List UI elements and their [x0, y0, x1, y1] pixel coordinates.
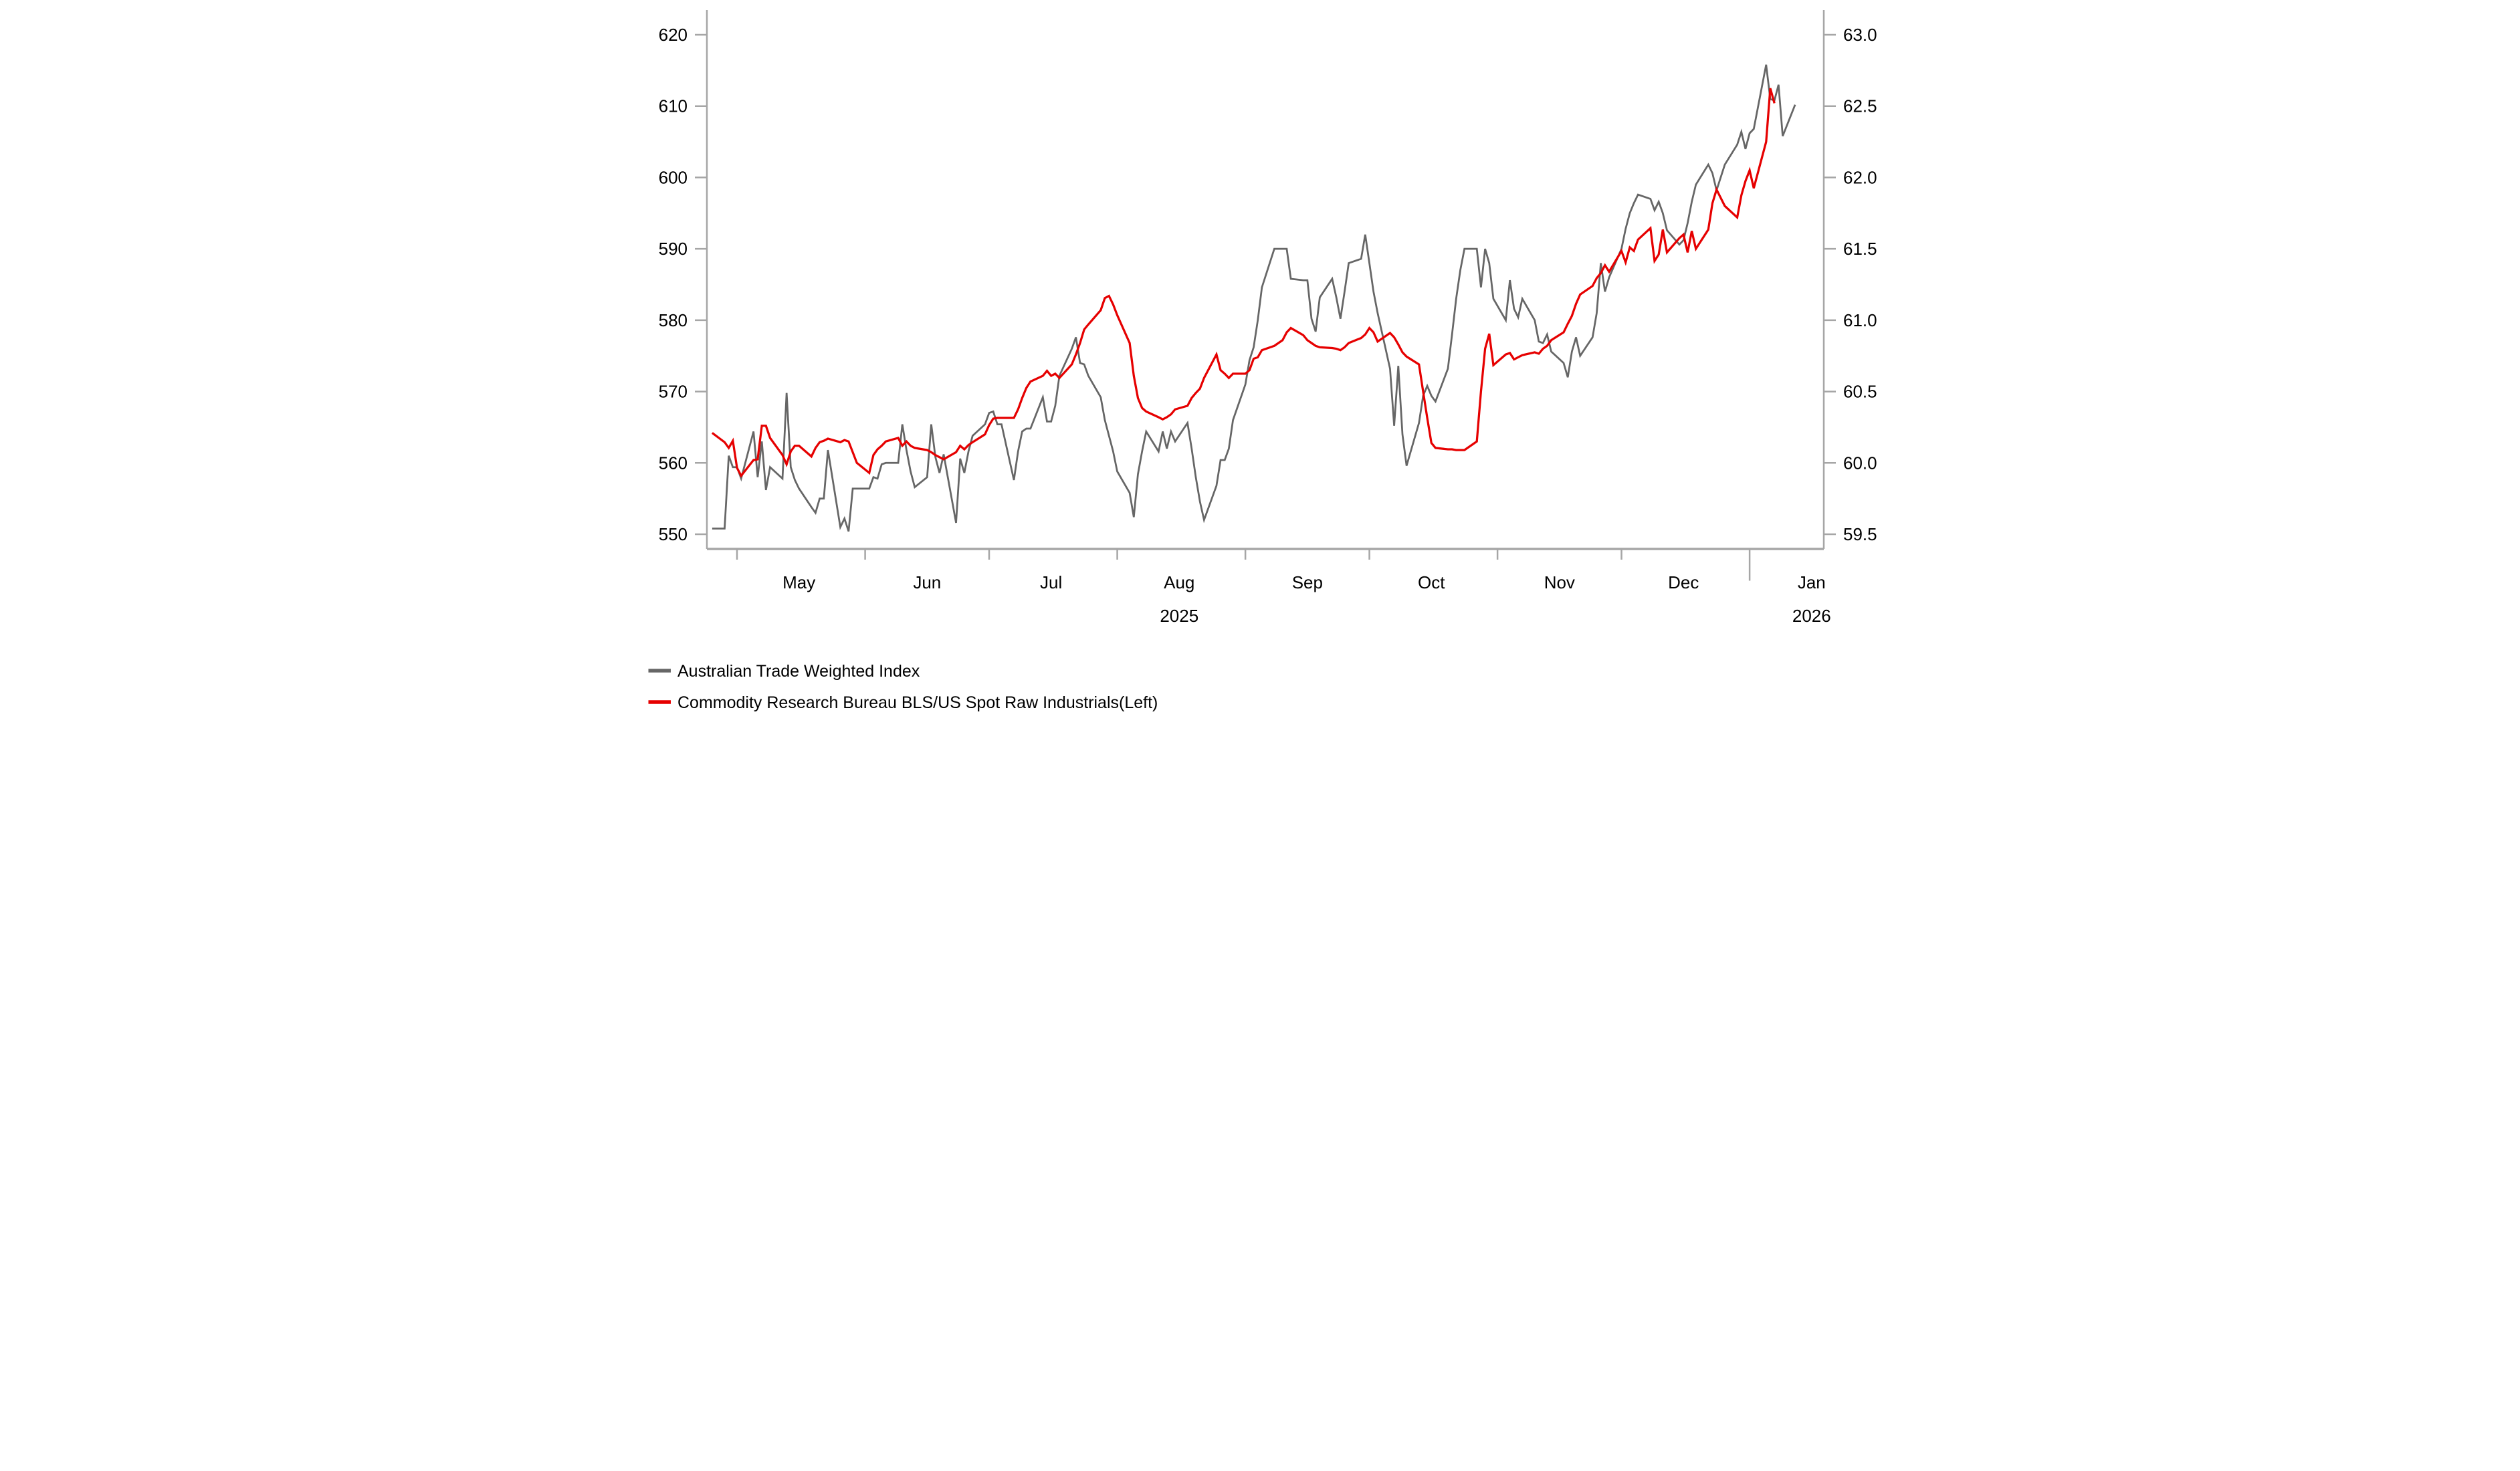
left-axis-tick-label: 600 — [659, 167, 688, 187]
right-axis-tick-label: 62.5 — [1843, 96, 1877, 116]
labels-layer: 550 560 570 580 590 600 610 620 59.5 60.0 60.5 61.0… — [659, 25, 1877, 626]
left-axis-tick-label: 580 — [659, 310, 688, 330]
legend-label-crb-spot-raw-industrials: Commodity Research Bureau BLS/US Spot Ra… — [677, 693, 1158, 712]
year-label: 2025 — [1160, 606, 1198, 626]
series-layer — [711, 64, 1796, 532]
left-axis-tick-label: 560 — [659, 453, 688, 473]
month-label: Aug — [1164, 572, 1194, 592]
month-label: Oct — [1418, 572, 1445, 592]
month-label: Sep — [1292, 572, 1323, 592]
chart-page: 550 560 570 580 590 600 610 620 59.5 60.0 60.5 61.0… — [630, 0, 1890, 735]
left-axis-tick-label: 620 — [659, 25, 688, 45]
year-label: 2026 — [1792, 606, 1831, 626]
right-axis-tick-label: 63.0 — [1843, 25, 1877, 45]
legend-layer: Australian Trade Weighted Index Commodit… — [648, 662, 1158, 712]
month-label: Dec — [1668, 572, 1699, 592]
month-label: Jan — [1798, 572, 1826, 592]
legend-label-australian-twi: Australian Trade Weighted Index — [677, 662, 920, 681]
month-label: May — [782, 572, 815, 592]
left-axis-tick-label: 570 — [659, 382, 688, 402]
month-label: Jun — [913, 572, 941, 592]
dual-axis-line-chart: 550 560 570 580 590 600 610 620 59.5 60.0 60.5 61.0… — [630, 0, 1890, 735]
right-axis-tick-label: 62.0 — [1843, 167, 1877, 187]
left-axis-tick-label: 550 — [659, 524, 688, 544]
right-axis-tick-label: 61.5 — [1843, 239, 1877, 259]
right-axis-tick-label: 61.0 — [1843, 310, 1877, 330]
month-label: Jul — [1040, 572, 1062, 592]
month-label: Nov — [1544, 572, 1575, 592]
left-axis-tick-label: 610 — [659, 96, 688, 116]
axes-layer — [706, 10, 1825, 550]
ticks-layer — [695, 33, 1836, 581]
series-line-crb-spot-raw-industrials — [711, 88, 1776, 478]
left-axis-tick-label: 590 — [659, 239, 688, 259]
right-axis-tick-label: 60.5 — [1843, 382, 1877, 402]
right-axis-tick-label: 60.0 — [1843, 453, 1877, 473]
right-axis-tick-label: 59.5 — [1843, 524, 1877, 544]
series-line-australian-twi — [712, 64, 1796, 532]
